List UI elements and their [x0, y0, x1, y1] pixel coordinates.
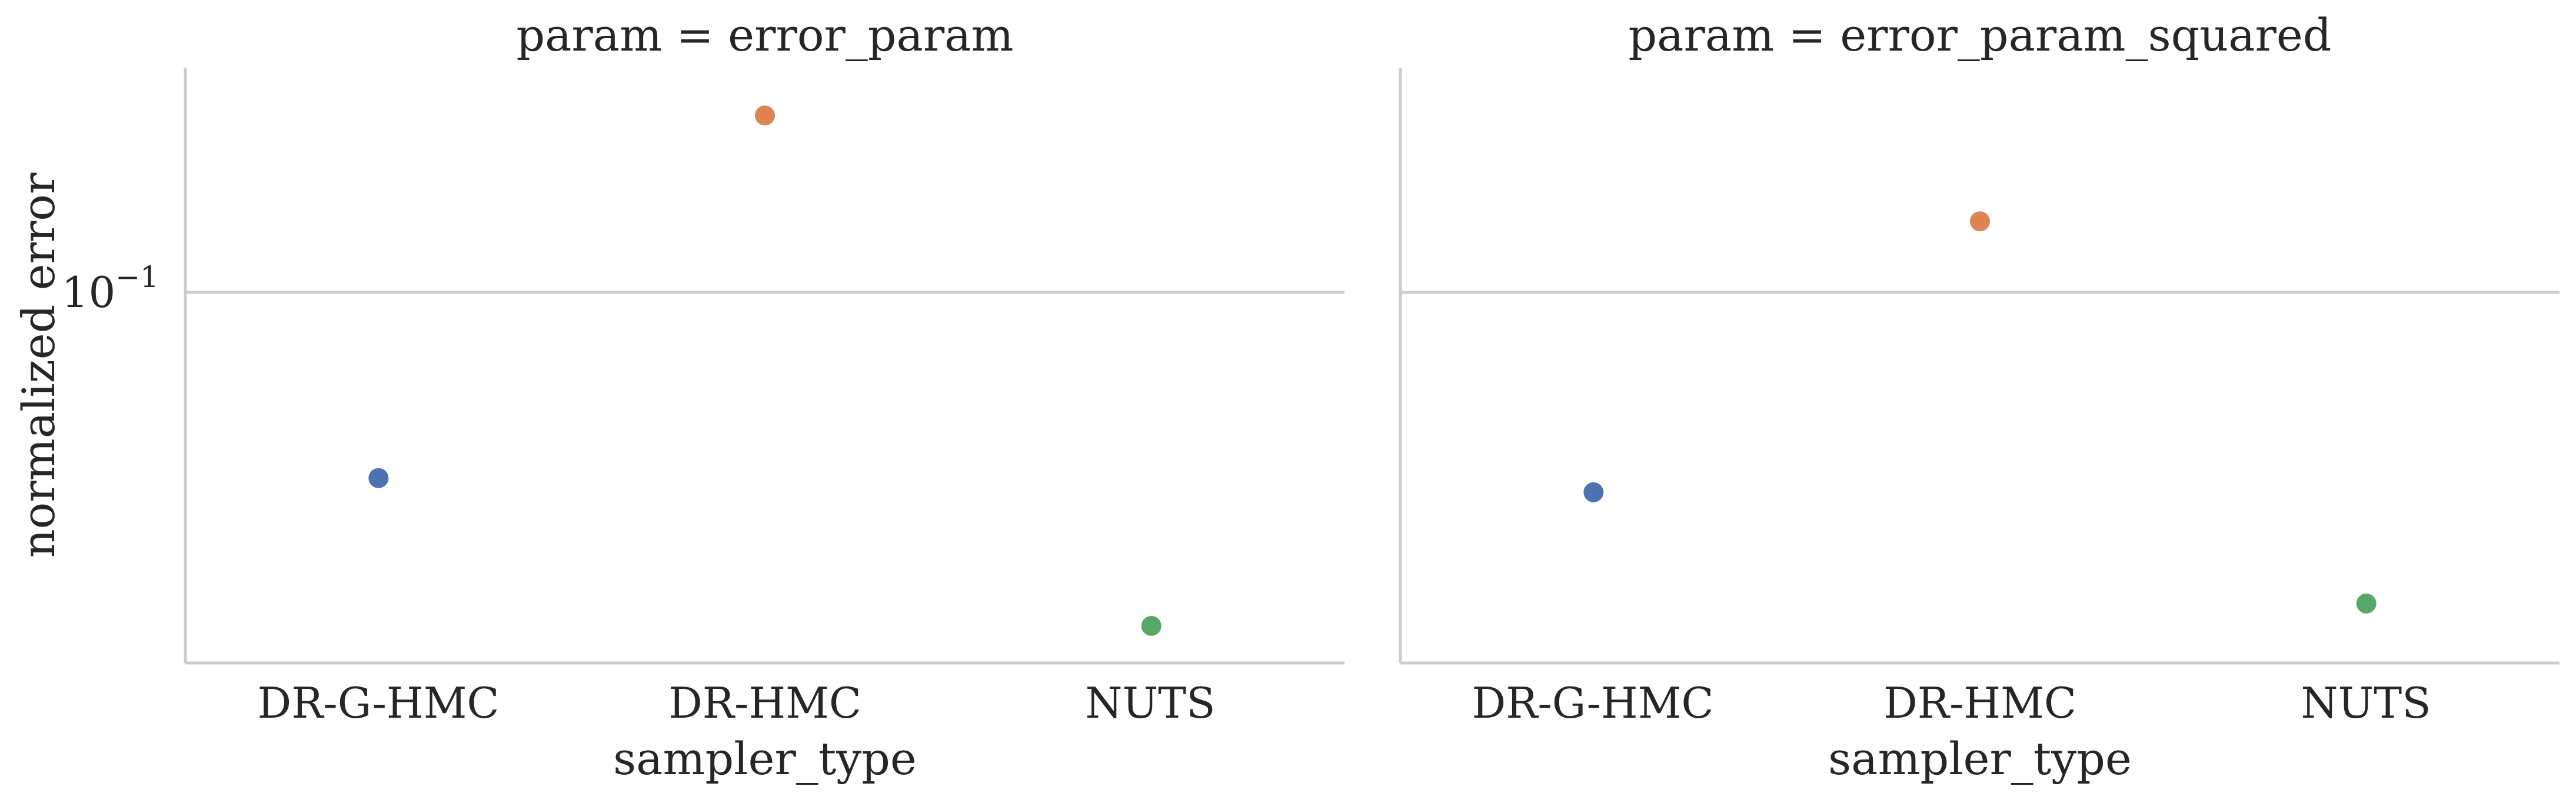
x-tick-label-dr-hmc: DR-HMC: [1883, 678, 2076, 728]
panel-title: param = error_param_squared: [1629, 9, 2332, 61]
x-axis-label: sampler_type: [613, 732, 917, 785]
y-tick-label: 10−1: [62, 260, 159, 317]
data-point-dr-hmc: [755, 105, 775, 126]
panel-error-param-squared: param = error_param_squared DR-G-HMC DR-…: [1399, 9, 2560, 785]
panel-error-param: param = error_param 10−1 normalized erro…: [12, 9, 1344, 785]
y-axis-label: normalized error: [12, 172, 65, 558]
data-point-dr-g-hmc: [1583, 482, 1604, 502]
x-tick-label-nuts: NUTS: [1085, 678, 1215, 728]
data-point-dr-g-hmc: [368, 468, 389, 488]
data-points: [1583, 211, 2377, 614]
data-point-dr-hmc: [1970, 211, 1990, 232]
x-tick-label-dr-hmc: DR-HMC: [668, 678, 861, 728]
x-axis-label: sampler_type: [1828, 732, 2132, 785]
data-points: [368, 105, 1161, 636]
x-tick-label-nuts: NUTS: [2301, 678, 2431, 728]
y-tick-base: 10: [62, 268, 116, 317]
x-tick-label-dr-g-hmc: DR-G-HMC: [257, 678, 499, 728]
y-tick-exponent: −1: [115, 260, 159, 294]
x-tick-label-dr-g-hmc: DR-G-HMC: [1472, 678, 1713, 728]
panel-title: param = error_param: [516, 9, 1013, 61]
data-point-nuts: [2356, 593, 2377, 614]
data-point-nuts: [1141, 615, 1161, 636]
